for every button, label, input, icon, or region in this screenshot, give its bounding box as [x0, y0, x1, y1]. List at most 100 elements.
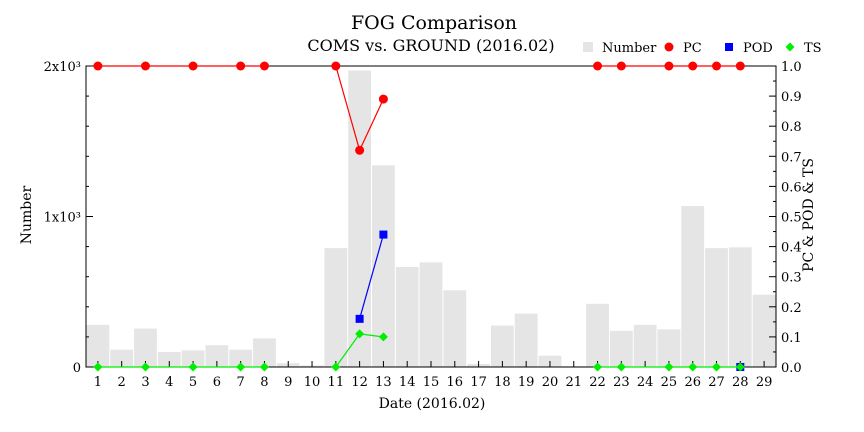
bar-day-11 [324, 248, 348, 367]
legend-label-pc: PC [683, 41, 702, 56]
x-tick-label: 20 [542, 375, 559, 390]
pod-point-day-13 [379, 230, 388, 239]
bar-day-7 [229, 349, 253, 367]
pod-point-day-12 [355, 314, 364, 323]
pc-line-segment [335, 65, 361, 151]
bar-day-22 [586, 303, 609, 367]
ts-point-day-5 [188, 362, 198, 372]
right-tick-label: 0.0 [781, 361, 802, 376]
bar-day-5 [181, 350, 205, 367]
x-tick-label: 7 [237, 375, 245, 390]
pc-point-day-3 [140, 61, 150, 71]
pc-point-day-5 [188, 61, 198, 71]
x-tick-label: 21 [565, 375, 582, 390]
legend-swatch-pc [664, 42, 674, 52]
pc-point-day-1 [93, 61, 103, 71]
ts-point-day-13 [378, 332, 388, 342]
bar-day-6 [205, 345, 229, 367]
bars-layer [86, 70, 776, 368]
pc-line-segment [359, 98, 384, 151]
bar-day-1 [86, 324, 110, 367]
x-tick-label: 1 [94, 375, 102, 390]
bar-day-23 [609, 330, 633, 367]
x-tick-label: 25 [661, 375, 678, 390]
bar-day-27 [705, 248, 728, 367]
ts-point-day-26 [688, 362, 698, 372]
x-tick-label: 27 [708, 375, 725, 390]
ts-point-day-1 [93, 362, 103, 372]
bar-day-29 [752, 294, 776, 367]
bar-day-26 [681, 205, 705, 367]
x-tick-label: 4 [165, 375, 173, 390]
ts-point-day-7 [236, 362, 246, 372]
chart-title: FOG Comparison [351, 12, 517, 34]
legend-swatch-number [583, 42, 593, 52]
x-tick-label: 19 [518, 375, 535, 390]
bar-day-19 [514, 313, 538, 367]
pc-point-day-28 [735, 61, 745, 71]
right-tick-label: 0.7 [781, 150, 802, 165]
pc-point-day-12 [355, 145, 365, 155]
pc-point-day-8 [259, 61, 269, 71]
ts-point-day-28 [735, 362, 745, 372]
x-tick-label: 24 [637, 375, 654, 390]
y-axis-label-left: Number [19, 185, 35, 244]
pc-point-day-23 [616, 61, 626, 71]
x-tick-label: 12 [351, 375, 368, 390]
ts-point-day-11 [331, 362, 341, 372]
legend-label-number: Number [602, 41, 657, 56]
x-tick-label: 17 [470, 375, 487, 390]
bar-day-25 [657, 329, 681, 368]
x-tick-label: 11 [328, 375, 345, 390]
right-tick-label: 0.8 [781, 120, 802, 135]
right-tick-label: 0.1 [781, 331, 802, 346]
bar-day-2 [110, 349, 134, 367]
x-tick-label: 15 [423, 375, 440, 390]
x-tick-label: 28 [732, 375, 749, 390]
pc-point-day-27 [712, 61, 722, 71]
x-tick-label: 10 [304, 375, 321, 390]
right-tick-label: 0.9 [781, 90, 802, 105]
bar-day-14 [395, 266, 419, 367]
pc-point-day-25 [664, 61, 674, 71]
ts-point-day-3 [140, 362, 150, 372]
right-tick-label: 0.2 [781, 301, 802, 316]
right-tick-label: 0.5 [781, 211, 802, 226]
x-tick-label: 8 [260, 375, 268, 390]
x-tick-label: 16 [447, 375, 464, 390]
left-tick-label: 1x10³ [44, 211, 81, 226]
right-tick-label: 0.6 [781, 180, 802, 195]
y-axis-label-right: PC & POD & TS [801, 158, 817, 272]
x-tick-label: 5 [189, 375, 197, 390]
ts-point-day-8 [259, 362, 269, 372]
left-tick-label: 2x10³ [44, 60, 81, 75]
bar-day-16 [443, 290, 467, 367]
x-axis-label: Date (2016.02) [379, 396, 486, 412]
bar-day-3 [134, 328, 157, 367]
x-tick-label: 22 [589, 375, 606, 390]
right-tick-label: 0.4 [781, 241, 802, 256]
x-tick-label: 29 [756, 375, 773, 390]
pc-point-day-13 [378, 94, 388, 104]
bar-day-13 [372, 165, 395, 367]
lines-layer [97, 65, 741, 368]
legend-label-ts: TS [804, 41, 822, 56]
x-tick-label: 14 [399, 375, 416, 390]
ts-point-day-12 [355, 329, 365, 339]
x-tick-label: 23 [613, 375, 630, 390]
left-tick-label: 0 [73, 361, 81, 376]
legend-swatch-pod [725, 43, 733, 51]
ts-point-day-22 [593, 362, 603, 372]
ts-line-segment [335, 333, 361, 368]
right-tick-label: 1.0 [781, 60, 802, 75]
bar-day-12 [348, 70, 372, 367]
right-tick-label: 0.3 [781, 271, 802, 286]
ts-point-day-23 [616, 362, 626, 372]
pod-line-segment [359, 234, 384, 320]
x-tick-label: 6 [213, 375, 221, 390]
ts-point-day-25 [664, 362, 674, 372]
axes-layer: 0 1x10³ 2x10³ 0.0 0.1 0.2 0.3 0.4 0.5 0.6 0.7 0.8 0.… [44, 60, 802, 390]
x-tick-label: 26 [684, 375, 701, 390]
legend-swatch-ts [785, 42, 795, 52]
ts-point-day-27 [712, 362, 722, 372]
